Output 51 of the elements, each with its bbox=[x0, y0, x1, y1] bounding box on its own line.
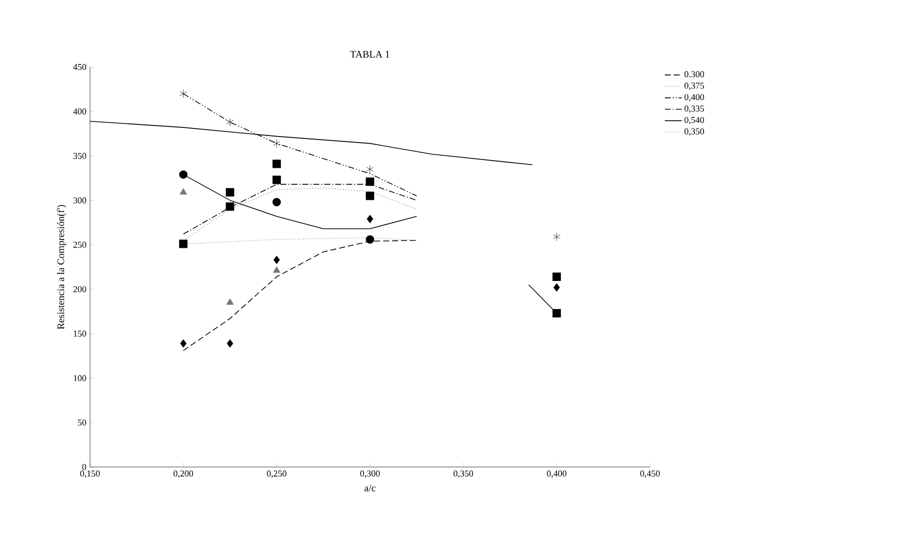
x-tick-label: 0,200 bbox=[174, 470, 194, 478]
y-tick-label: 200 bbox=[73, 286, 86, 292]
point bbox=[179, 240, 188, 248]
x-axis-title: a/c bbox=[364, 484, 376, 492]
point bbox=[272, 160, 281, 168]
point bbox=[273, 139, 280, 148]
x-tick-label: 0,450 bbox=[640, 470, 660, 478]
point bbox=[180, 188, 187, 195]
point bbox=[366, 214, 374, 224]
legend-label: 0,335 bbox=[684, 106, 704, 113]
y-tick-label: 300 bbox=[73, 197, 86, 204]
legend-label: 0,375 bbox=[684, 82, 704, 90]
y-axis-title: Resistencia a la Compresión(f') bbox=[57, 204, 66, 330]
legend-label: 0,400 bbox=[684, 94, 704, 102]
point bbox=[180, 339, 187, 348]
point bbox=[226, 188, 234, 197]
point bbox=[552, 309, 561, 318]
point bbox=[272, 176, 281, 184]
point bbox=[366, 192, 374, 200]
point bbox=[272, 198, 281, 206]
chart-title: TABLA 1 bbox=[350, 50, 390, 58]
point bbox=[273, 266, 280, 273]
y-tick-label: 450 bbox=[73, 64, 86, 70]
point bbox=[226, 118, 234, 126]
x-tick-label: 0,150 bbox=[80, 470, 100, 478]
point bbox=[366, 177, 374, 186]
x-tick-label: 0,250 bbox=[266, 470, 286, 478]
y-tick-label: 0 bbox=[82, 464, 86, 470]
point bbox=[273, 256, 280, 264]
point bbox=[226, 339, 234, 348]
y-tick-label: 350 bbox=[73, 152, 86, 159]
legend-label: 0,350 bbox=[684, 128, 704, 136]
point bbox=[366, 165, 374, 174]
point bbox=[366, 235, 374, 244]
point bbox=[180, 89, 187, 98]
point bbox=[553, 283, 560, 292]
x-tick-label: 0,400 bbox=[546, 470, 566, 478]
y-tick-label: 50 bbox=[78, 420, 86, 426]
point bbox=[553, 232, 560, 241]
point bbox=[552, 272, 561, 281]
point bbox=[179, 170, 188, 179]
y-tick-label: 400 bbox=[73, 108, 86, 114]
legend-label: 0,540 bbox=[684, 116, 704, 124]
point bbox=[226, 202, 234, 211]
x-tick-label: 0,350 bbox=[454, 470, 474, 478]
y-tick-label: 100 bbox=[74, 375, 86, 382]
x-tick-label: 0,300 bbox=[360, 470, 380, 478]
legend-label: 0.300 bbox=[684, 71, 704, 78]
y-tick-label: 150 bbox=[74, 330, 86, 337]
y-tick-label: 250 bbox=[73, 242, 86, 248]
point bbox=[226, 298, 234, 305]
